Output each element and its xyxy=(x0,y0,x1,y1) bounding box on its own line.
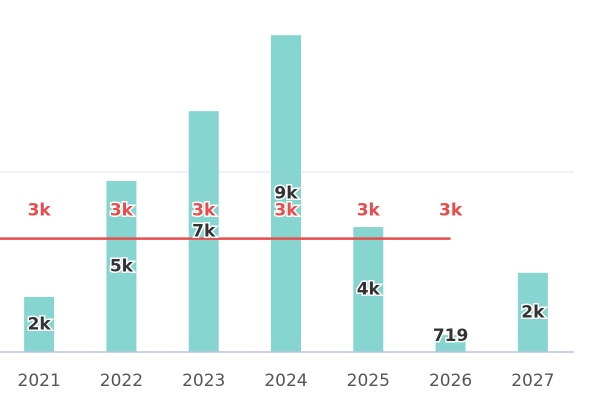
value-label: 2k xyxy=(28,314,52,334)
line-label: 3k xyxy=(192,201,216,221)
line-label: 3k xyxy=(439,201,463,221)
bar xyxy=(353,227,384,352)
value-label: 9k xyxy=(274,184,298,204)
line-label: 3k xyxy=(357,201,381,221)
line-label: 3k xyxy=(28,201,52,221)
bar xyxy=(106,181,137,352)
x-tick-label: 2025 xyxy=(347,371,390,391)
x-tick-label: 2023 xyxy=(182,371,225,391)
value-label: 719 xyxy=(433,326,469,346)
x-tick-label: 2026 xyxy=(429,371,472,391)
bar xyxy=(435,335,466,352)
x-tick-label: 2024 xyxy=(264,371,307,391)
value-label: 4k xyxy=(357,280,381,300)
bar xyxy=(188,111,219,352)
value-label: 7k xyxy=(192,222,216,242)
x-tick-label: 2027 xyxy=(511,371,554,391)
x-tick-label: 2022 xyxy=(100,371,143,391)
value-label: 2k xyxy=(521,302,545,322)
value-label: 5k xyxy=(110,257,134,277)
x-tick-label: 2021 xyxy=(18,371,61,391)
bar xyxy=(271,35,301,352)
line-label: 3k xyxy=(110,201,134,221)
bar xyxy=(24,296,55,352)
bar xyxy=(517,272,548,352)
line-label: 3k xyxy=(274,201,298,221)
